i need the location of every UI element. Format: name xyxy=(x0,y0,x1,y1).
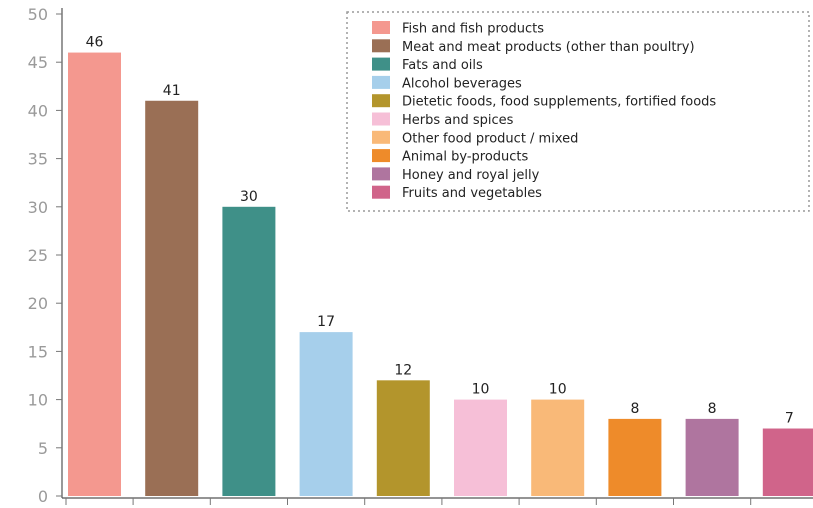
y-tick-label: 5 xyxy=(38,439,48,458)
bar xyxy=(68,52,121,497)
legend-label: Fish and fish products xyxy=(402,22,544,37)
legend-label: Alcohol beverages xyxy=(402,76,522,91)
data-label: 17 xyxy=(317,314,335,330)
y-tick-label: 10 xyxy=(28,391,48,410)
legend-box xyxy=(346,11,810,212)
y-tick-label: 50 xyxy=(28,5,48,24)
data-label: 12 xyxy=(394,362,412,378)
data-label: 8 xyxy=(630,401,639,417)
data-label: 30 xyxy=(240,189,258,205)
bar xyxy=(222,206,276,497)
bars: 46 41 30 17 12 10 10 8 8 7 xyxy=(68,35,813,497)
legend-swatch xyxy=(372,130,390,144)
bar xyxy=(376,380,430,496)
data-label: 41 xyxy=(163,83,181,99)
legend: Fish and fish products Meat and meat prod… xyxy=(346,11,810,212)
data-label: 8 xyxy=(708,401,717,417)
legend-swatch xyxy=(372,57,390,71)
legend-label: Honey and royal jelly xyxy=(402,168,540,183)
legend-swatch xyxy=(372,167,390,181)
bar xyxy=(299,332,353,496)
legend-label: Meat and meat products (other than poult… xyxy=(402,40,695,55)
bar xyxy=(685,418,739,496)
y-tick-label: 40 xyxy=(28,101,48,120)
data-label: 10 xyxy=(549,382,567,398)
y-tick-label: 35 xyxy=(28,150,48,169)
legend-label: Other food product / mixed xyxy=(402,131,578,146)
bar xyxy=(531,399,585,496)
axes: 0 5 10 15 20 25 30 35 40 45 50 xyxy=(28,5,813,506)
data-label: 10 xyxy=(472,382,490,398)
legend-label: Fruits and vegetables xyxy=(402,186,542,201)
data-label: 7 xyxy=(785,411,794,427)
legend-label: Dietetic foods, food supplements, fortif… xyxy=(402,95,716,110)
legend-swatch xyxy=(372,75,390,89)
legend-swatch xyxy=(372,39,390,53)
legend-swatch xyxy=(372,94,390,108)
bar xyxy=(454,399,507,496)
legend-swatch xyxy=(372,112,390,126)
y-tick-label: 15 xyxy=(28,342,48,361)
y-tick-label: 30 xyxy=(28,198,48,217)
legend-swatch xyxy=(372,21,390,34)
y-tick-label: 45 xyxy=(28,53,48,72)
bar xyxy=(145,100,199,496)
y-tick-label: 0 xyxy=(38,487,48,506)
legend-label: Fats and oils xyxy=(402,58,483,73)
legend-label: Herbs and spices xyxy=(402,113,514,128)
y-tick-label: 20 xyxy=(28,294,48,313)
bar xyxy=(762,428,813,496)
y-tick-label: 25 xyxy=(28,246,48,265)
bar xyxy=(608,418,662,496)
data-label: 46 xyxy=(86,35,104,51)
legend-swatch xyxy=(372,149,390,163)
legend-label: Animal by-products xyxy=(402,150,529,165)
legend-swatch xyxy=(372,185,390,199)
